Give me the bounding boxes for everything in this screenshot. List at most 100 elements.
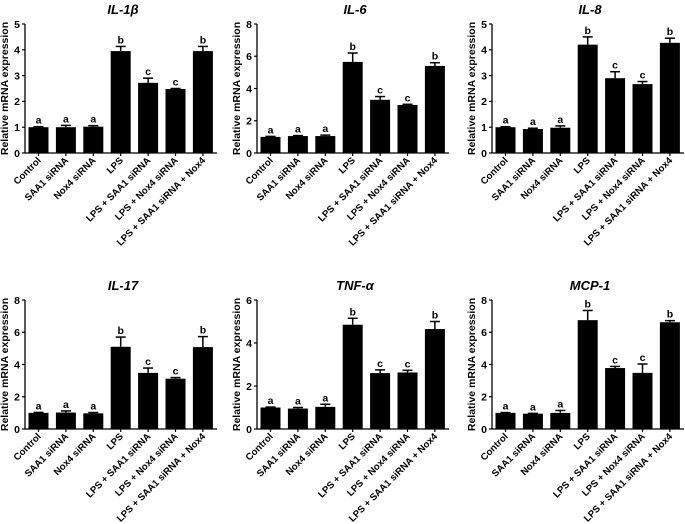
significance-label: c: [145, 356, 151, 368]
significance-label: c: [173, 366, 179, 378]
bar-6: [165, 89, 186, 153]
bar-2: [522, 129, 543, 153]
y-tick-label: 0: [14, 424, 20, 436]
significance-label: b: [200, 34, 206, 46]
significance-label: a: [295, 396, 301, 408]
significance-label: a: [63, 399, 69, 411]
bar-3: [315, 406, 336, 429]
significance-label: a: [322, 123, 328, 135]
significance-label: b: [432, 51, 438, 63]
significance-label: a: [268, 395, 274, 407]
y-tick-label: 4: [246, 83, 252, 95]
y-tick-label: 4: [14, 359, 20, 371]
bar-6: [632, 84, 653, 153]
bar-1: [495, 127, 516, 153]
significance-label: a: [268, 124, 274, 136]
significance-label: b: [584, 298, 590, 310]
significance-label: c: [405, 92, 411, 104]
significance-label: a: [63, 113, 69, 125]
y-tick-label: 8: [246, 19, 252, 31]
y-tick-label: 1: [481, 122, 487, 134]
bar-5: [370, 99, 391, 153]
y-tick-label: 3: [14, 70, 20, 82]
bar-4: [110, 51, 131, 154]
y-tick-label: 0: [246, 424, 252, 436]
bar-1: [260, 136, 281, 153]
y-tick-label: 0: [246, 148, 252, 160]
y-tick-label: 1: [14, 122, 20, 134]
significance-label: b: [200, 325, 206, 337]
significance-label: b: [667, 309, 673, 321]
x-tick-label: LPS: [337, 431, 358, 452]
significance-label: a: [90, 114, 96, 126]
significance-label: a: [503, 401, 509, 413]
significance-label: c: [377, 85, 383, 97]
bar-4: [342, 324, 363, 429]
y-tick-label: 0: [481, 424, 487, 436]
y-tick-label: 3: [481, 70, 487, 82]
significance-label: b: [117, 34, 123, 46]
bar-2: [287, 408, 308, 429]
significance-label: b: [349, 306, 355, 318]
y-axis-label: Relative mRNA expression: [231, 298, 243, 431]
y-tick-label: 6: [246, 295, 252, 307]
bar-2: [522, 413, 543, 429]
significance-label: c: [173, 77, 179, 89]
chart-title: IL-8: [578, 2, 602, 17]
bar-3: [315, 136, 336, 153]
significance-label: a: [36, 400, 42, 412]
bar-1: [28, 127, 49, 153]
y-tick-label: 4: [14, 45, 20, 57]
y-tick-label: 2: [481, 392, 487, 404]
y-tick-label: 5: [14, 19, 20, 31]
significance-label: a: [530, 401, 536, 413]
x-tick-label: LPS: [337, 155, 358, 176]
bar-5: [138, 372, 159, 429]
bar-7: [424, 65, 445, 153]
x-tick-label: LPS: [105, 155, 126, 176]
chart-title: IL-1β: [107, 2, 138, 17]
significance-label: a: [295, 124, 301, 136]
significance-label: c: [405, 358, 411, 370]
y-axis-label: Relative mRNA expression: [466, 22, 478, 155]
y-tick-label: 6: [246, 51, 252, 63]
y-tick-label: 8: [14, 295, 20, 307]
significance-label: c: [377, 358, 383, 370]
y-tick-label: 2: [246, 381, 252, 393]
bar-2: [55, 127, 76, 153]
y-tick-label: 2: [14, 96, 20, 108]
bar-4: [342, 61, 363, 153]
bar-5: [138, 82, 159, 153]
y-tick-label: 0: [14, 148, 20, 160]
significance-label: a: [90, 401, 96, 413]
bar-1: [260, 407, 281, 429]
y-tick-label: 2: [481, 96, 487, 108]
bar-3: [83, 126, 104, 153]
chart-title: IL-6: [343, 2, 367, 17]
significance-label: b: [117, 325, 123, 337]
y-axis-label: Relative mRNA expression: [0, 22, 11, 155]
bar-2: [287, 136, 308, 153]
significance-label: a: [503, 115, 509, 127]
bar-7: [192, 347, 213, 429]
significance-label: b: [349, 41, 355, 53]
significance-label: a: [322, 392, 328, 404]
bar-6: [397, 372, 418, 429]
significance-label: c: [640, 352, 646, 364]
y-tick-label: 2: [14, 392, 20, 404]
bar-6: [397, 104, 418, 153]
significance-label: c: [640, 70, 646, 82]
bar-4: [110, 346, 131, 429]
bar-3: [550, 127, 571, 153]
significance-label: b: [584, 25, 590, 37]
y-tick-label: 2: [246, 116, 252, 128]
y-tick-label: 6: [481, 327, 487, 339]
x-tick-label: LPS: [572, 431, 593, 452]
x-tick-label: LPS: [572, 155, 593, 176]
bar-2: [55, 412, 76, 429]
y-tick-label: 4: [481, 45, 487, 57]
